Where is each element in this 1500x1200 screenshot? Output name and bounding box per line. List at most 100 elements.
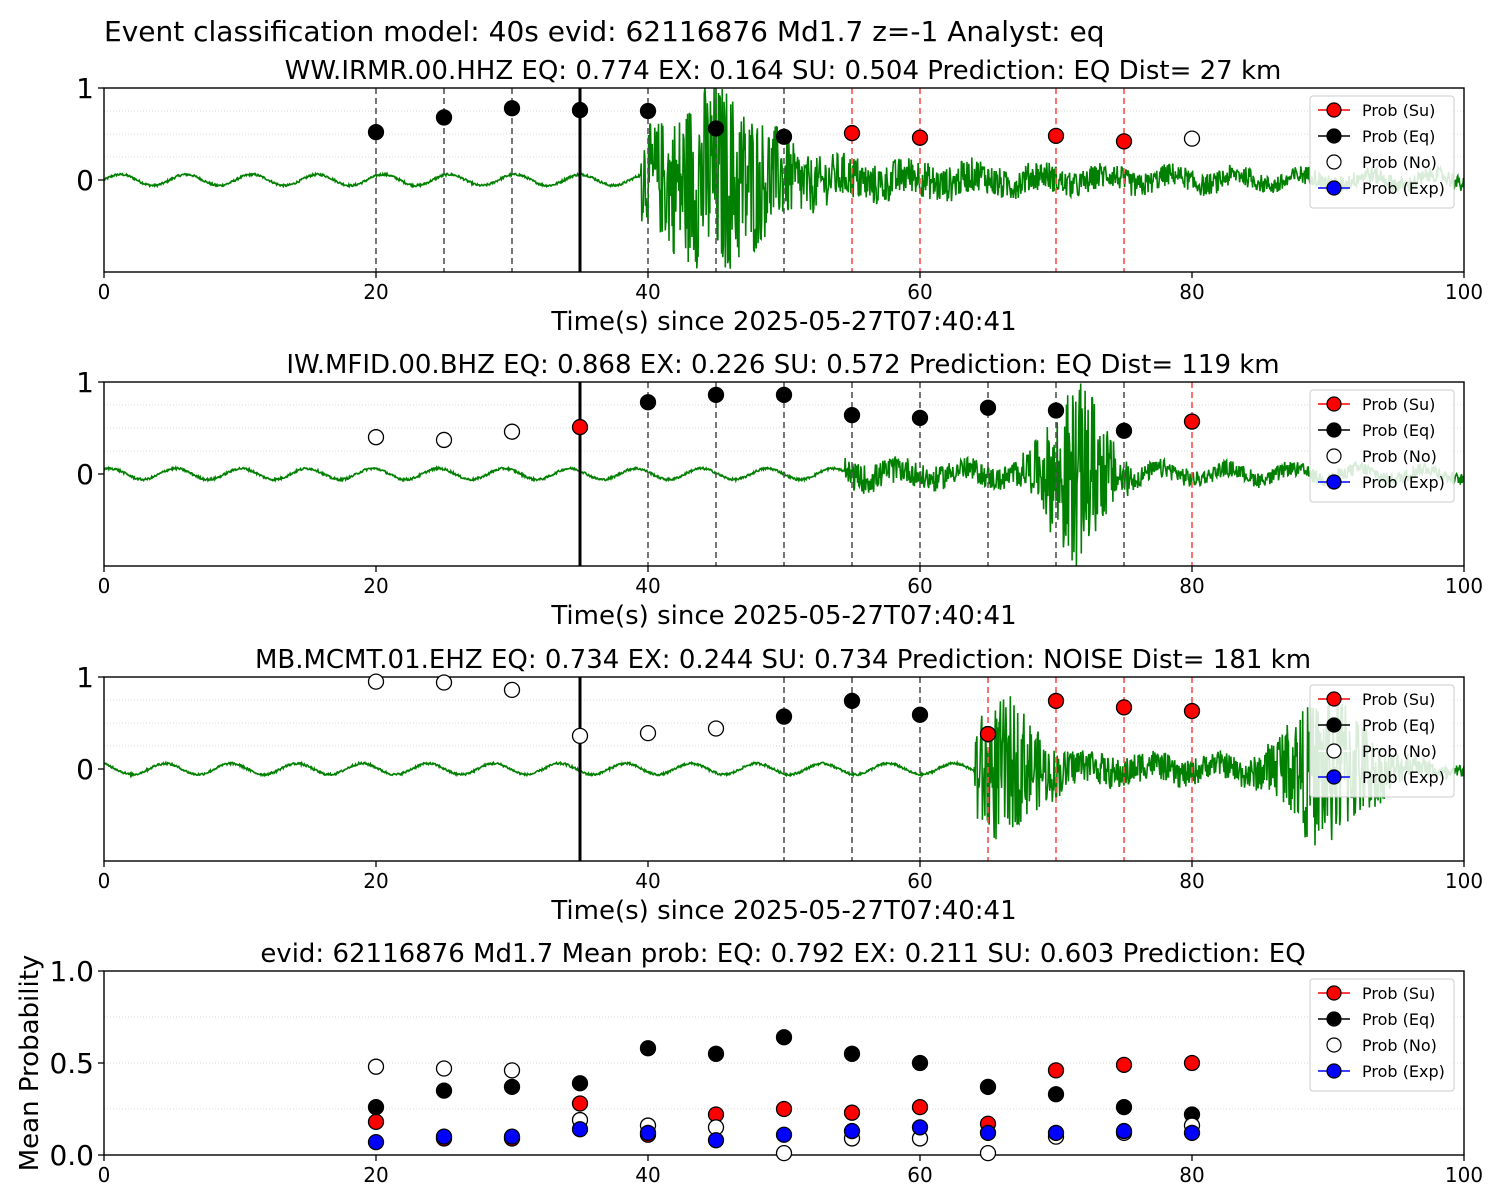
legend-marker-exp bbox=[1326, 474, 1342, 490]
legend-marker-no bbox=[1326, 154, 1342, 170]
prob-marker-exp bbox=[1115, 1122, 1133, 1140]
legend-box bbox=[1309, 95, 1455, 209]
legend-label-no: Prob (No) bbox=[1362, 1036, 1437, 1055]
waveform-trace bbox=[104, 692, 1464, 846]
prob-marker-no bbox=[503, 1062, 521, 1079]
prob-marker-eq bbox=[843, 692, 861, 710]
x-tick-label: 80 bbox=[1179, 280, 1204, 304]
prob-marker-eq bbox=[1115, 422, 1133, 439]
x-tick-label: 40 bbox=[635, 574, 660, 598]
chart-panel-3: 0 20 40 60 80 100 0 1 MB.MCMT.01.EHZ EQ: 0.734 E… bbox=[76, 645, 1483, 926]
prob-marker-su bbox=[911, 129, 929, 146]
prob-marker-no bbox=[639, 724, 657, 742]
x-tick-label: 40 bbox=[635, 1163, 660, 1187]
y-tick-label: 1.0 bbox=[49, 955, 94, 988]
prob-marker-no bbox=[979, 1145, 997, 1162]
prob-marker-no bbox=[571, 727, 589, 745]
legend-label-su: Prob (Su) bbox=[1362, 984, 1435, 1003]
prob-marker-no bbox=[503, 423, 521, 440]
legend-label-eq: Prob (Eq) bbox=[1362, 1010, 1435, 1029]
prob-marker-exp bbox=[775, 1126, 793, 1143]
x-tick-label: 100 bbox=[1445, 1163, 1483, 1187]
prob-marker-exp bbox=[639, 1124, 657, 1142]
prob-marker-su bbox=[843, 124, 861, 142]
x-axis-label: Time(s) since 2025-05-27T07:40:41 bbox=[550, 307, 1016, 337]
legend-label-su: Prob (Su) bbox=[1362, 101, 1435, 120]
panel-title: IW.MFID.00.BHZ EQ: 0.868 EX: 0.226 SU: 0… bbox=[286, 350, 1279, 380]
legend-label-exp: Prob (Exp) bbox=[1362, 179, 1445, 198]
prob-marker-eq bbox=[639, 102, 657, 120]
prob-marker-su bbox=[367, 1113, 385, 1131]
x-tick-label: 40 bbox=[635, 869, 660, 893]
prob-marker-su bbox=[1183, 413, 1201, 430]
x-tick-label: 60 bbox=[907, 869, 932, 893]
y-tick-label: 0.5 bbox=[49, 1047, 94, 1080]
y-tick-label: 1 bbox=[76, 366, 94, 399]
legend-box bbox=[1309, 684, 1455, 798]
legend: Prob (Su) Prob (Eq) Prob (No) Prob (Exp) bbox=[1309, 95, 1455, 209]
x-tick-label: 20 bbox=[363, 869, 388, 893]
prob-marker-eq bbox=[367, 124, 385, 141]
legend-label-exp: Prob (Exp) bbox=[1362, 1062, 1445, 1081]
prob-marker-eq bbox=[707, 1045, 725, 1062]
y-tick-label: 0 bbox=[76, 164, 94, 197]
y-tick-label: 0.0 bbox=[49, 1139, 94, 1172]
x-tick-label: 20 bbox=[363, 1163, 388, 1187]
prob-marker-no bbox=[1183, 130, 1201, 147]
legend: Prob (Su) Prob (Eq) Prob (No) Prob (Exp) bbox=[1309, 389, 1455, 503]
y-tick-label: 0 bbox=[76, 753, 94, 786]
prob-marker-eq bbox=[639, 394, 657, 411]
prob-marker-eq bbox=[775, 1029, 793, 1046]
prob-marker-exp bbox=[979, 1124, 997, 1142]
legend-label-su: Prob (Su) bbox=[1362, 690, 1435, 709]
x-tick-label: 0 bbox=[98, 869, 111, 893]
prob-marker-eq bbox=[775, 708, 793, 725]
prob-marker-eq bbox=[1047, 402, 1065, 419]
legend-box bbox=[1309, 389, 1455, 503]
legend-marker-su bbox=[1326, 691, 1342, 707]
prob-marker-no bbox=[435, 674, 453, 691]
prob-marker-exp bbox=[571, 1121, 589, 1138]
prob-marker-eq bbox=[911, 1054, 929, 1072]
legend-marker-eq bbox=[1326, 422, 1342, 438]
y-tick-label: 1 bbox=[76, 72, 94, 105]
legend-label-eq: Prob (Eq) bbox=[1362, 127, 1435, 146]
prob-marker-exp bbox=[707, 1132, 725, 1149]
prob-marker-no bbox=[367, 1058, 385, 1075]
prob-marker-su bbox=[843, 1104, 861, 1121]
prob-marker-exp bbox=[1183, 1124, 1201, 1142]
prob-marker-su bbox=[571, 418, 589, 436]
legend: Prob (Su) Prob (Eq) Prob (No) Prob (Exp) bbox=[1309, 978, 1455, 1092]
prob-marker-eq bbox=[843, 1045, 861, 1062]
x-tick-label: 80 bbox=[1179, 869, 1204, 893]
prob-marker-eq bbox=[639, 1040, 657, 1057]
legend-label-no: Prob (No) bbox=[1362, 742, 1437, 761]
prob-marker-su bbox=[1047, 692, 1065, 710]
legend-label-eq: Prob (Eq) bbox=[1362, 421, 1435, 440]
panel-title: MB.MCMT.01.EHZ EQ: 0.734 EX: 0.244 SU: 0… bbox=[255, 645, 1311, 675]
prob-marker-eq bbox=[911, 706, 929, 723]
prob-marker-exp bbox=[367, 1133, 385, 1151]
waveform-trace bbox=[104, 88, 1464, 269]
prob-marker-eq bbox=[1115, 1099, 1133, 1116]
prob-marker-no bbox=[775, 1145, 793, 1162]
prob-marker-no bbox=[435, 1060, 453, 1077]
legend-box bbox=[1309, 978, 1455, 1092]
legend-marker-exp bbox=[1326, 769, 1342, 785]
prob-marker-eq bbox=[979, 1078, 997, 1096]
prob-marker-eq bbox=[571, 101, 589, 119]
x-axis-label: Time(s) since 2025-05-27T07:40:41 bbox=[550, 896, 1016, 926]
y-tick-label: 0 bbox=[76, 458, 94, 491]
prob-marker-eq bbox=[435, 1082, 453, 1099]
prob-marker-no bbox=[367, 673, 385, 690]
x-tick-label: 60 bbox=[907, 574, 932, 598]
prob-marker-su bbox=[1047, 127, 1065, 144]
legend-label-exp: Prob (Exp) bbox=[1362, 473, 1445, 492]
x-tick-label: 60 bbox=[907, 280, 932, 304]
prob-marker-su bbox=[979, 725, 997, 743]
prob-marker-exp bbox=[1047, 1124, 1065, 1142]
prob-marker-su bbox=[1183, 1054, 1201, 1072]
legend-marker-no bbox=[1326, 1037, 1342, 1053]
chart-panel-1: 0 20 40 60 80 100 0 1 WW.IRMR.00.HHZ EQ: 0.774 E… bbox=[76, 56, 1483, 337]
prob-marker-su bbox=[775, 1100, 793, 1118]
